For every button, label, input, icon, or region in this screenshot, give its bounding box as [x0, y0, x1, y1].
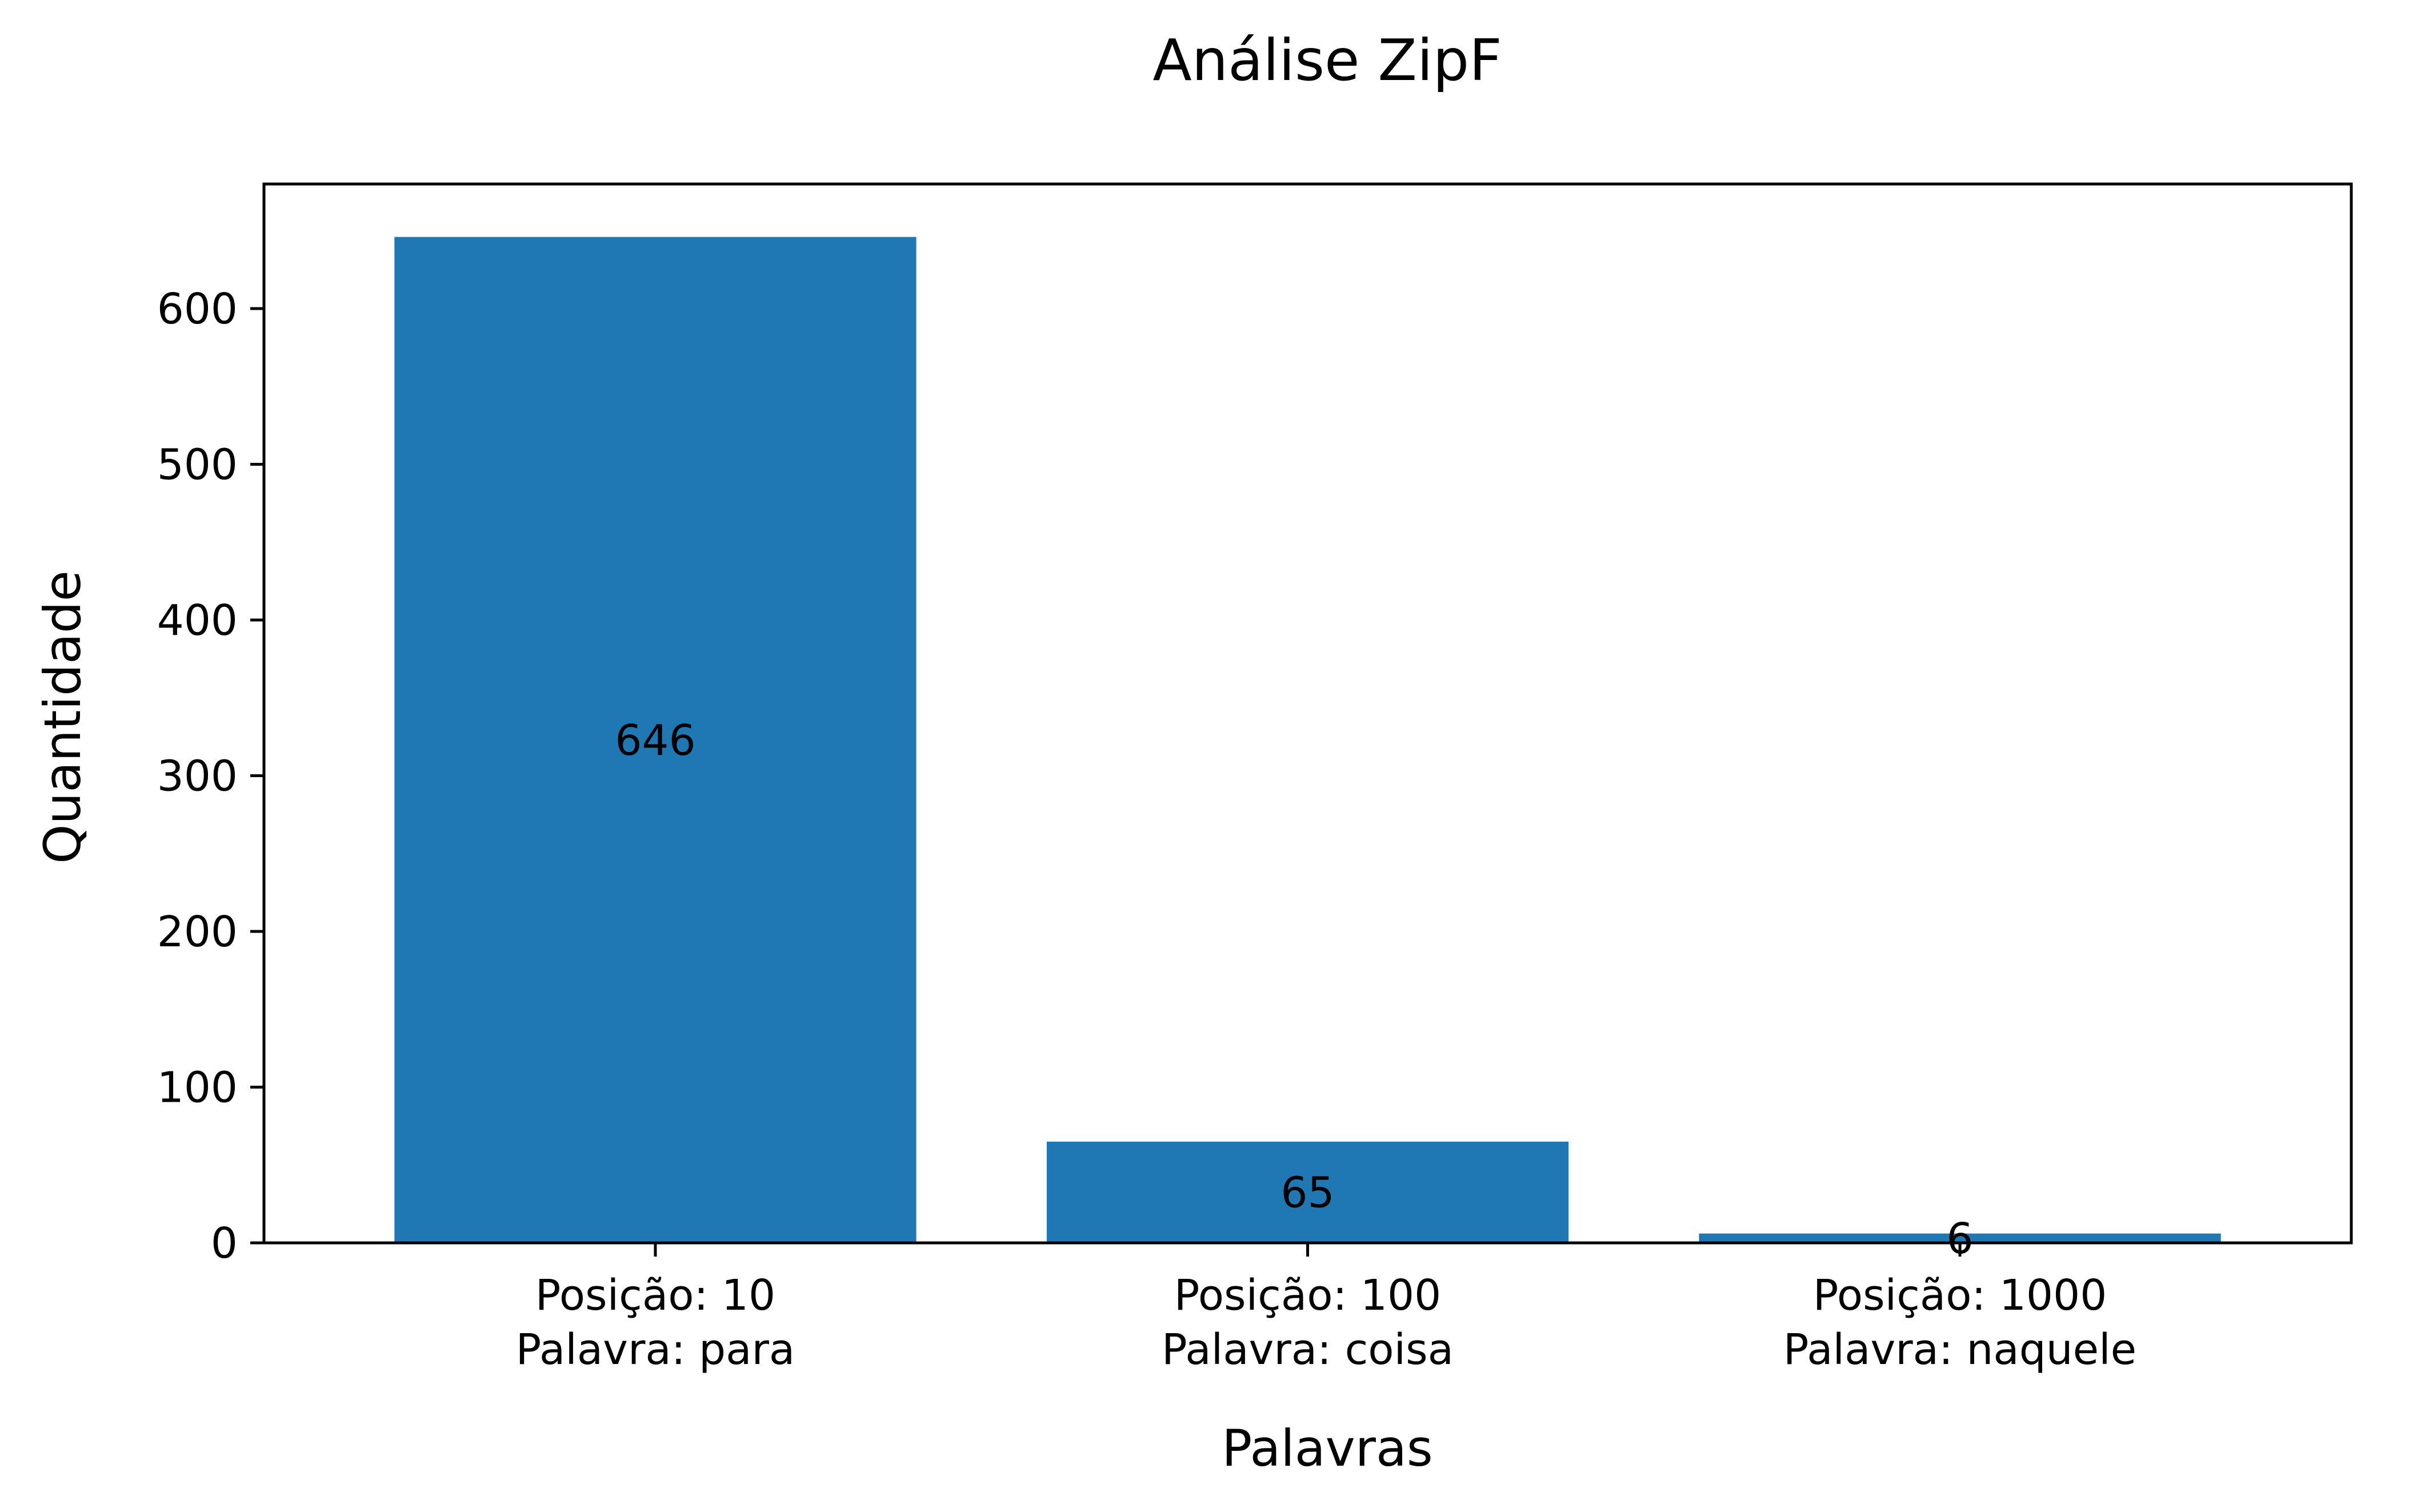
x-tick-label: Posição: 10 Palavra: para [516, 1271, 795, 1374]
y-tick-label: 0 [211, 1219, 238, 1268]
x-tick-label-line: Palavra: para [516, 1325, 795, 1374]
bar [394, 237, 917, 1243]
bar [1699, 1233, 2221, 1243]
x-tick-label-line: Palavra: naquele [1783, 1325, 2136, 1374]
y-tick-label: 300 [157, 752, 238, 801]
plot-frame [262, 182, 2353, 1245]
data-label: 646 [615, 716, 695, 765]
y-tick-label: 500 [157, 441, 238, 490]
y-tick-label: 200 [157, 907, 238, 957]
data-label: 6 [1947, 1214, 1974, 1263]
x-tick-label-line: Palavra: coisa [1162, 1325, 1454, 1374]
data-labels: 646 65 6 [615, 716, 1973, 1263]
x-tick-label: Posição: 100 Palavra: coisa [1162, 1271, 1454, 1374]
chart-title: Análise ZipF [1153, 27, 1502, 94]
bars-layer [394, 237, 2221, 1243]
x-tick-label-line: Posição: 1000 [1813, 1271, 2107, 1320]
x-axis-label: Palavras [1222, 1419, 1432, 1478]
y-axis: 0 100 200 300 400 500 600 [157, 285, 264, 1268]
y-tick-label: 400 [157, 596, 238, 645]
x-tick-label-line: Posição: 100 [1174, 1271, 1441, 1320]
y-axis-label: Quantidade [33, 570, 92, 863]
data-label: 65 [1280, 1168, 1334, 1217]
x-axis: Posição: 10 Palavra: para Posição: 100 Pala… [516, 1243, 2136, 1374]
x-tick-label-line: Posição: 10 [535, 1271, 775, 1320]
x-tick-label: Posição: 1000 Palavra: naquele [1783, 1271, 2136, 1374]
y-tick-label: 600 [157, 285, 238, 334]
y-tick-label: 100 [157, 1063, 238, 1113]
bar [1046, 1141, 1569, 1243]
